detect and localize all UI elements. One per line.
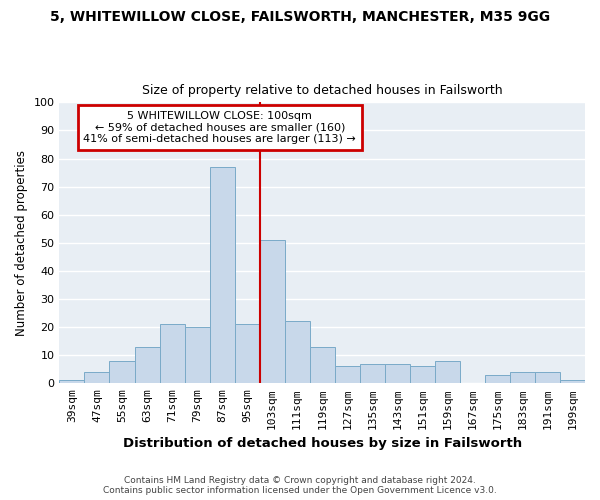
Bar <box>435 361 460 384</box>
Bar <box>535 372 560 384</box>
Title: Size of property relative to detached houses in Failsworth: Size of property relative to detached ho… <box>142 84 503 97</box>
Y-axis label: Number of detached properties: Number of detached properties <box>15 150 28 336</box>
Bar <box>510 372 535 384</box>
Bar <box>160 324 185 384</box>
X-axis label: Distribution of detached houses by size in Failsworth: Distribution of detached houses by size … <box>122 437 522 450</box>
Bar <box>560 380 585 384</box>
Text: Contains HM Land Registry data © Crown copyright and database right 2024.
Contai: Contains HM Land Registry data © Crown c… <box>103 476 497 495</box>
Bar <box>109 361 134 384</box>
Bar <box>335 366 360 384</box>
Bar <box>260 240 284 384</box>
Text: 5 WHITEWILLOW CLOSE: 100sqm
← 59% of detached houses are smaller (160)
41% of se: 5 WHITEWILLOW CLOSE: 100sqm ← 59% of det… <box>83 111 356 144</box>
Bar <box>385 364 410 384</box>
Bar <box>485 375 510 384</box>
Text: 5, WHITEWILLOW CLOSE, FAILSWORTH, MANCHESTER, M35 9GG: 5, WHITEWILLOW CLOSE, FAILSWORTH, MANCHE… <box>50 10 550 24</box>
Bar <box>209 167 235 384</box>
Bar <box>134 347 160 384</box>
Bar <box>360 364 385 384</box>
Bar <box>85 372 109 384</box>
Bar <box>235 324 260 384</box>
Bar <box>410 366 435 384</box>
Bar <box>185 327 209 384</box>
Bar <box>59 380 85 384</box>
Bar <box>310 347 335 384</box>
Bar <box>284 322 310 384</box>
